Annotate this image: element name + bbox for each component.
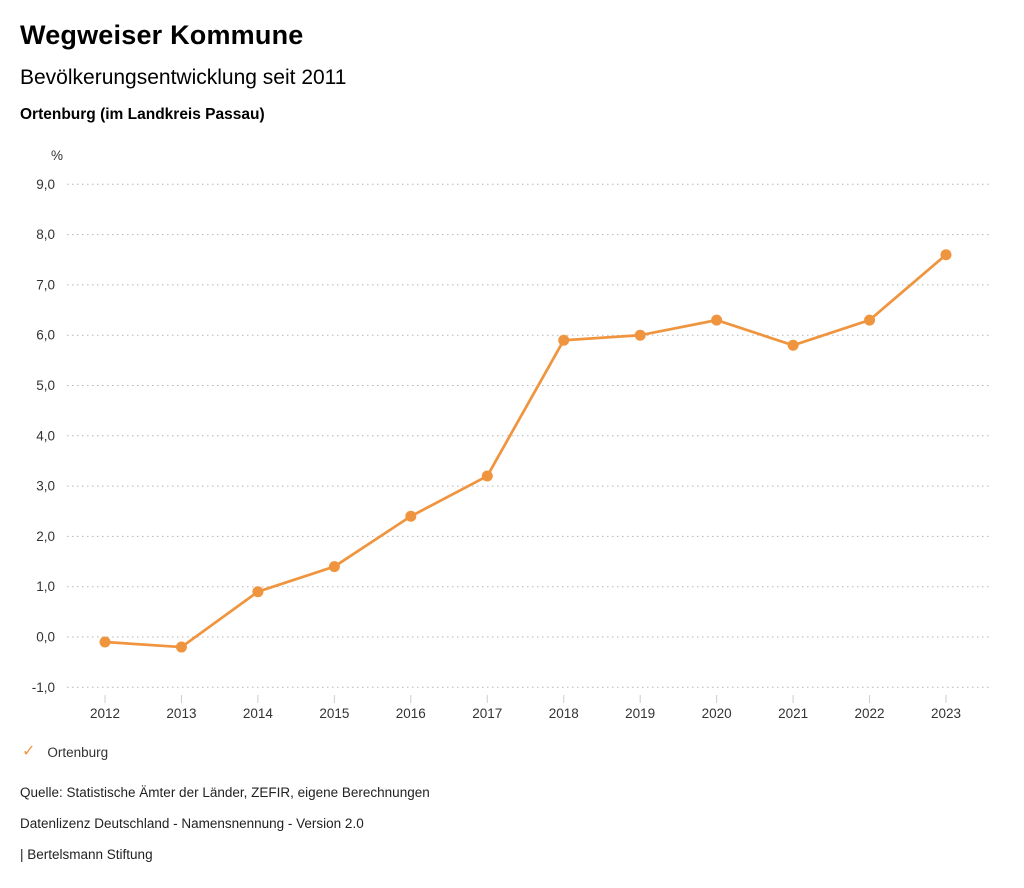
x-tick-label: 2014 (243, 706, 274, 721)
data-point-marker (787, 339, 799, 351)
data-point-marker (711, 314, 723, 326)
source-note: Quelle: Statistische Ämter der Länder, Z… (20, 785, 430, 800)
y-tick-label: -1,0 (32, 680, 55, 695)
legend-item-ortenburg[interactable]: ✓ Ortenburg (22, 744, 108, 760)
data-point-marker (175, 641, 187, 653)
y-tick-label: 4,0 (36, 428, 55, 443)
x-tick-label: 2022 (855, 706, 885, 721)
y-tick-label: 0,0 (36, 630, 55, 645)
x-tick-label: 2012 (90, 706, 120, 721)
data-point-marker (405, 510, 417, 522)
x-tick-label: 2017 (472, 706, 502, 721)
y-tick-label: 6,0 (36, 328, 55, 343)
data-point-marker (328, 561, 340, 573)
app-title: Wegweiser Kommune (20, 20, 304, 50)
x-tick-label: 2016 (396, 706, 426, 721)
x-tick-label: 2018 (549, 706, 579, 721)
x-tick-label: 2023 (931, 706, 961, 721)
x-tick-label: 2015 (319, 706, 349, 721)
attribution-note: | Bertelsmann Stiftung (20, 847, 153, 862)
data-point-marker (252, 586, 264, 598)
x-tick-label: 2021 (778, 706, 808, 721)
x-tick-label: 2013 (166, 706, 196, 721)
data-point-marker (558, 334, 570, 346)
legend-label: Ortenburg (47, 744, 109, 760)
series-line (103, 253, 948, 649)
legend-check-icon: ✓ (22, 743, 36, 760)
y-tick-label: 1,0 (36, 579, 55, 594)
license-note: Datenlizenz Deutschland - Namensnennung … (20, 816, 364, 831)
data-point-marker (99, 636, 111, 648)
data-point-marker (940, 249, 952, 261)
x-tick-label: 2020 (702, 706, 732, 721)
y-axis-unit-label: % (51, 148, 63, 163)
data-point-marker (481, 470, 493, 482)
y-tick-label: 2,0 (36, 529, 55, 544)
y-tick-label: 3,0 (36, 479, 55, 494)
y-tick-label: 8,0 (36, 227, 55, 242)
y-tick-label: 9,0 (36, 177, 55, 192)
population-line-chart: % 9,0 8,0 7,0 6,0 5,0 4,0 3,0 2,0 1,0 0,0 -1,0 2012 2… (32, 148, 990, 721)
x-tick-label: 2019 (625, 706, 655, 721)
data-point-marker (634, 329, 646, 341)
data-point-marker (864, 314, 876, 326)
y-tick-label: 7,0 (36, 277, 55, 292)
y-tick-label: 5,0 (36, 378, 55, 393)
chart-region-subtitle: Ortenburg (im Landkreis Passau) (20, 106, 265, 123)
chart-title: Bevölkerungsentwicklung seit 2011 (20, 66, 347, 89)
